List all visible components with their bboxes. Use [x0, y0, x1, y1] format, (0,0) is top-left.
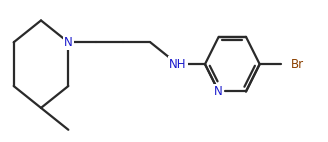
- Text: NH: NH: [169, 58, 186, 71]
- Text: Br: Br: [291, 58, 304, 71]
- Text: N: N: [64, 36, 73, 49]
- Text: N: N: [214, 85, 223, 98]
